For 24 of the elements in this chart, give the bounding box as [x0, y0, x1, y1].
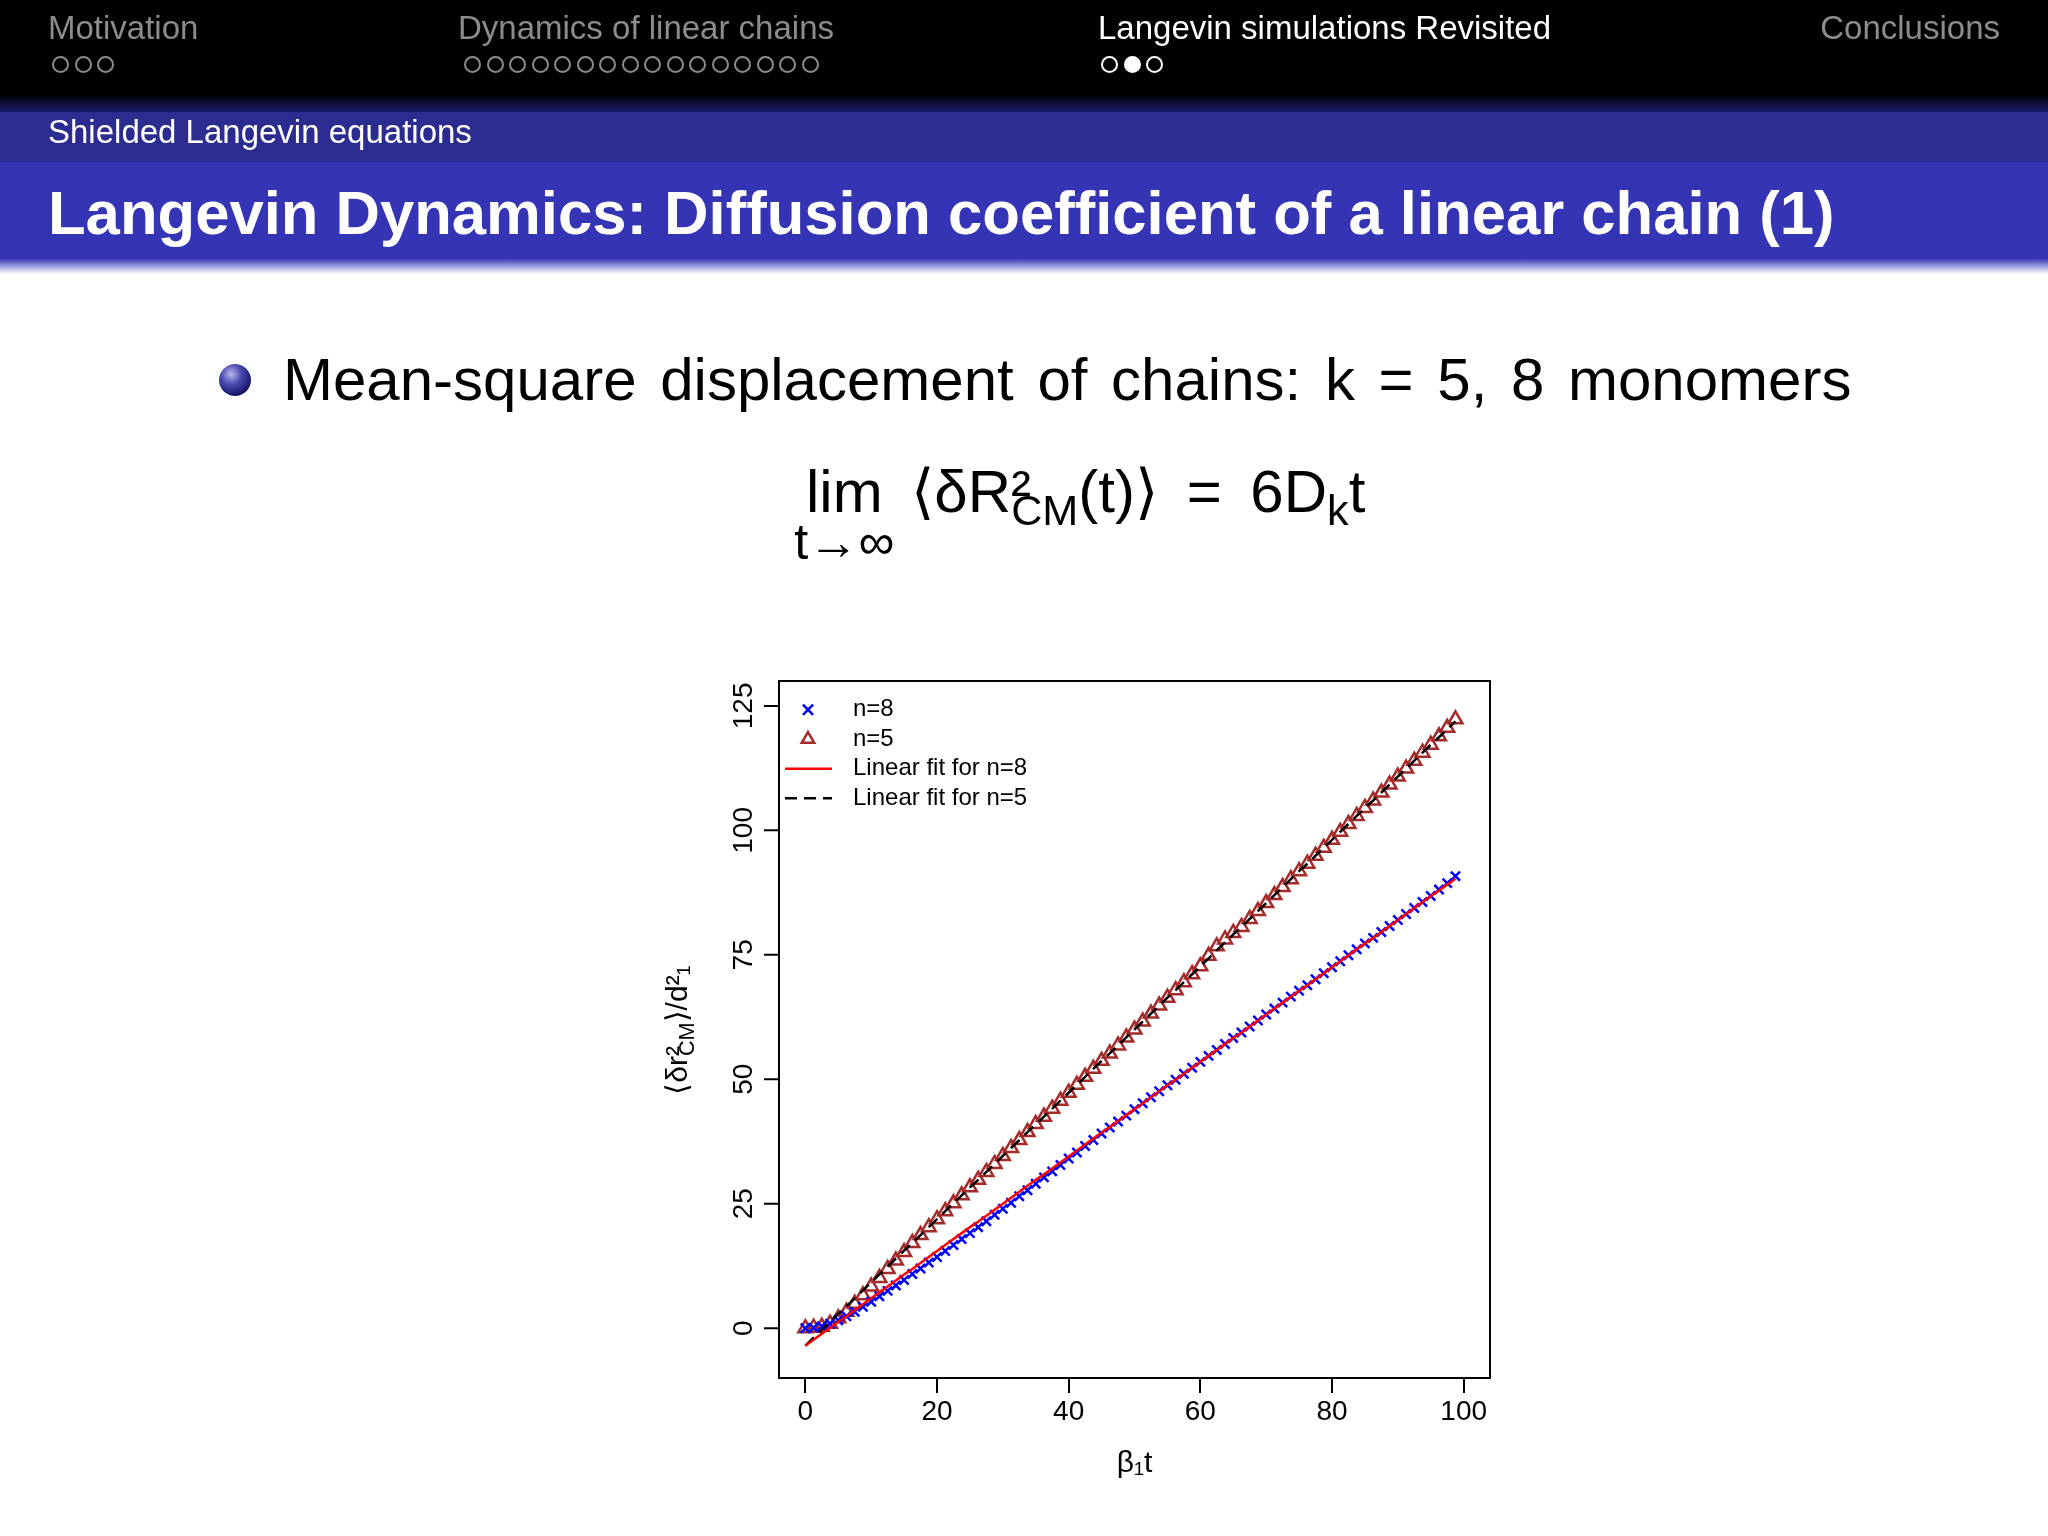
y-tick-label: 25 [726, 1188, 758, 1220]
text: Shielded Langevin equations [48, 112, 472, 152]
legend-label: Linear fit for n=8 [853, 753, 1028, 781]
y-tick-label: 75 [726, 939, 758, 971]
x-tick-label: 0 [797, 1394, 814, 1426]
x-axis-title: β₁t [1116, 1445, 1154, 1479]
x-tick-label: 40 [1053, 1394, 1085, 1426]
text: Motivation [48, 8, 199, 48]
x-tick-label: 60 [1184, 1394, 1216, 1426]
y-tick-label: 125 [726, 682, 758, 730]
y-tick-label: 100 [726, 807, 758, 854]
text: Dynamics of linear chains [458, 8, 834, 48]
y-tick-label: 50 [726, 1063, 758, 1095]
text: Langevin simulations Revisited [1098, 8, 1552, 48]
x-tick-label: 80 [1316, 1394, 1348, 1426]
y-tick-label: 0 [726, 1320, 758, 1336]
x-tick-label: 20 [921, 1394, 953, 1426]
x-tick-label: 100 [1440, 1394, 1488, 1426]
legend-label: n=8 [853, 694, 894, 722]
legend-label: n=5 [853, 723, 894, 751]
text: Mean-square displacement of chains: k = 5, 8 monomers [283, 346, 1852, 414]
legend-label: Linear fit for n=5 [853, 782, 1028, 810]
chart-title: Langevin Dynamics: Diffusion coefficient of a linear chain (1) [48, 177, 1835, 249]
text: Conclusions [1820, 8, 2000, 48]
